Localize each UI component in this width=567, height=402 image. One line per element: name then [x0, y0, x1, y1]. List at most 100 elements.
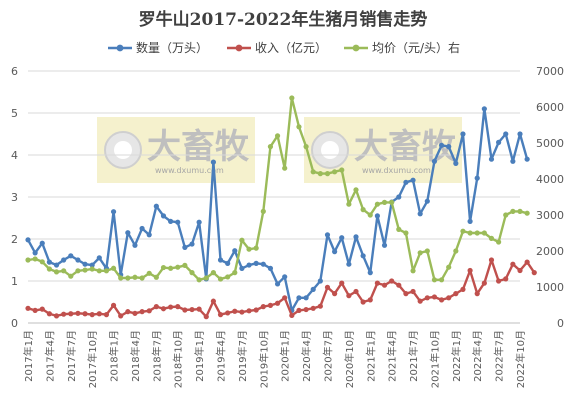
y-right-tick-label: 0 [557, 317, 564, 330]
data-point [274, 133, 281, 139]
x-tick-label: 2017年4月 [43, 330, 56, 382]
data-point [410, 268, 416, 274]
y-right-tick-label: 6000 [536, 101, 564, 114]
data-point [517, 267, 523, 274]
data-point [496, 278, 502, 284]
legend-swatch-marker [116, 44, 124, 52]
legend-label: 数量（万头） [136, 40, 208, 55]
x-tick-label: 2022年1月 [450, 330, 463, 382]
legend-item: 均价（元/头）右 [344, 40, 460, 55]
data-point [481, 230, 487, 236]
data-point [189, 306, 195, 313]
data-point [282, 295, 288, 301]
data-point [139, 225, 145, 232]
data-point [182, 262, 188, 268]
data-point [531, 270, 537, 276]
x-tick-label: 2021年10月 [428, 330, 441, 388]
y-right-tick-label: 3000 [536, 209, 564, 222]
x-tick-label: 2019年1月 [193, 330, 206, 382]
series-layer [25, 95, 537, 320]
data-point [496, 139, 502, 145]
data-point [517, 208, 523, 214]
data-point [75, 310, 81, 316]
data-point [403, 230, 409, 236]
data-point [61, 268, 67, 274]
y-right-tick-label: 5000 [536, 137, 564, 150]
data-point [25, 305, 31, 311]
data-point [210, 298, 216, 304]
data-point [82, 261, 88, 267]
data-point [125, 275, 131, 281]
data-point [225, 310, 231, 316]
data-point [296, 295, 302, 301]
data-point [389, 278, 395, 284]
data-point [153, 304, 159, 310]
series-0 [25, 106, 530, 313]
data-point [253, 260, 259, 266]
data-point [467, 218, 473, 224]
data-point [381, 282, 388, 288]
legend-label: 均价（元/头）右 [372, 40, 460, 55]
axes: 0 1 2 3 4 5 6 0 1000 2000 3000 4000 5000 6000 7000 2017… [11, 65, 564, 388]
watermark-logo-icon [321, 141, 339, 159]
data-point [474, 291, 480, 297]
watermark-url: www.dxumu.com [155, 166, 224, 175]
data-point [118, 313, 124, 319]
data-point [139, 309, 145, 315]
data-point [260, 261, 266, 267]
data-point [510, 261, 516, 267]
y-left-tick-label: 6 [11, 65, 18, 78]
data-point [453, 160, 459, 166]
data-point [253, 245, 259, 251]
data-point [46, 259, 52, 265]
data-point [217, 312, 224, 318]
data-point [82, 311, 88, 317]
watermark-brand: 大畜牧 [147, 127, 250, 167]
data-point [360, 299, 366, 305]
x-tick-label: 2019年4月 [215, 330, 228, 382]
x-tick-label: 2021年7月 [407, 330, 420, 382]
data-point [96, 311, 102, 317]
y-left-tick-label: 5 [11, 107, 18, 120]
data-point [346, 261, 352, 267]
data-point [89, 266, 95, 272]
data-point [310, 169, 316, 175]
data-point [146, 308, 152, 314]
data-point [189, 270, 195, 276]
series-1 [25, 257, 537, 320]
data-point [282, 165, 288, 171]
data-point [289, 95, 295, 101]
data-point [103, 312, 110, 318]
data-point [424, 248, 430, 254]
data-point [417, 250, 423, 256]
x-tick-label: 2022年4月 [471, 330, 484, 382]
x-tick-label: 2020年7月 [321, 330, 334, 382]
data-point [125, 230, 131, 236]
data-point [332, 291, 338, 297]
legend-swatch-marker [235, 44, 243, 52]
x-tick-label: 2022年10月 [514, 330, 527, 388]
data-point [210, 270, 216, 276]
data-point [317, 171, 323, 177]
data-point [296, 307, 302, 313]
data-point [32, 250, 38, 256]
data-point [68, 273, 74, 279]
data-point [289, 312, 295, 319]
data-point [524, 259, 530, 265]
data-point [267, 144, 274, 150]
data-point [474, 230, 480, 236]
data-point [360, 253, 366, 259]
legend-item: 数量（万头） [108, 40, 208, 55]
data-point [488, 257, 495, 263]
data-point [132, 242, 138, 248]
data-point [303, 144, 309, 150]
data-point [460, 286, 466, 292]
data-point [410, 288, 416, 295]
series-2 [25, 95, 530, 283]
y-right-tick-label: 2000 [536, 245, 564, 258]
data-point [160, 306, 167, 312]
data-point [75, 257, 81, 263]
